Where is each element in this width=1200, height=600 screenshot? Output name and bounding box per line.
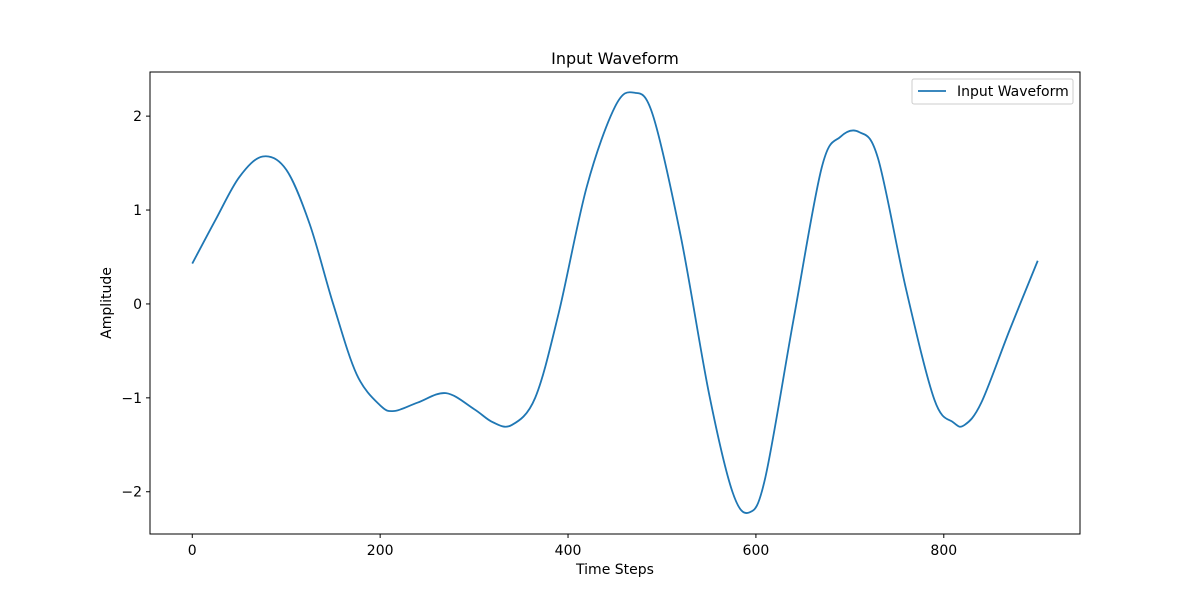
legend-label: Input Waveform xyxy=(957,84,1069,100)
series-line-input-waveform xyxy=(191,91,1039,514)
y-tick-label: −1 xyxy=(121,391,142,407)
x-tick-label: 0 xyxy=(188,543,197,559)
y-tick-label: 0 xyxy=(133,297,142,313)
y-tick-label: 1 xyxy=(133,203,142,219)
y-tick-label: 2 xyxy=(133,109,142,125)
x-axis: 0 200 400 600 800 xyxy=(188,534,957,559)
x-tick-label: 200 xyxy=(367,543,394,559)
x-tick-label: 800 xyxy=(930,543,957,559)
x-tick-label: 400 xyxy=(555,543,582,559)
chart-title: Input Waveform xyxy=(551,49,679,68)
y-tick-label: −2 xyxy=(121,485,142,501)
y-axis-label: Amplitude xyxy=(99,267,115,339)
x-axis-label: Time Steps xyxy=(575,562,654,578)
legend: Input Waveform xyxy=(911,78,1074,105)
plot-frame xyxy=(149,71,1081,535)
legend-box xyxy=(911,78,1074,105)
x-tick-label: 600 xyxy=(743,543,770,559)
y-axis: −2 −1 0 1 2 xyxy=(121,109,150,501)
plot-area: 0 200 400 600 800 −2 −1 0 1 2 xyxy=(121,71,1081,559)
